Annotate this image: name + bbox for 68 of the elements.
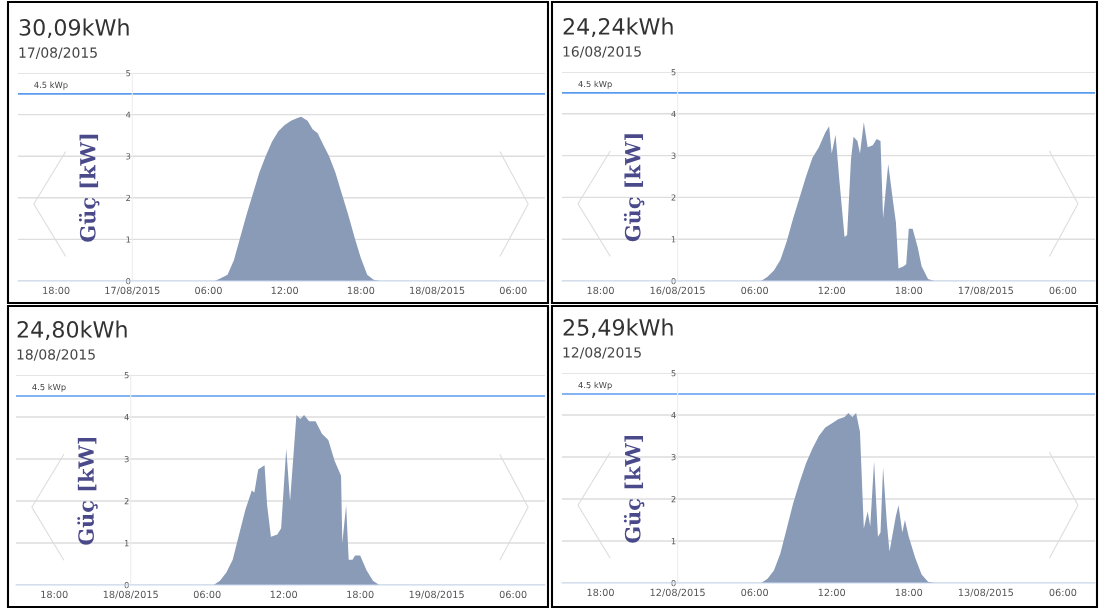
y-tick-label: 0 <box>126 277 131 285</box>
x-tick-label: 12:00 <box>818 286 846 295</box>
chart-subtitle: 12/08/2015 <box>563 347 641 359</box>
x-tick-label: 13/08/2015 <box>958 588 1013 597</box>
y-tick-label: 2 <box>124 497 129 505</box>
y-tick-label: 5 <box>124 372 129 379</box>
x-tick-label: 06:00 <box>499 590 527 599</box>
chart-title: 24,80kWh <box>17 320 127 341</box>
y-tick-label: 2 <box>671 495 676 503</box>
x-tick-label: 06:00 <box>741 286 769 295</box>
x-tick-label: 18:00 <box>895 286 923 295</box>
ref-line-label: 4.5 kWp <box>578 80 612 89</box>
y-tick-label: 3 <box>671 152 676 159</box>
y-tick-label: 0 <box>671 277 676 285</box>
chart-subtitle: 16/08/2015 <box>563 46 641 58</box>
x-tick-label: 19/08/2015 <box>409 590 464 599</box>
x-tick-label: 17/08/2015 <box>105 286 160 295</box>
x-tick-label: 18:00 <box>43 286 70 295</box>
y-tick-label: 1 <box>126 236 131 243</box>
x-tick-label: 06:00 <box>1049 588 1077 597</box>
x-tick-label: 06:00 <box>1049 286 1077 295</box>
y-tick-label: 3 <box>126 153 131 160</box>
chart-title: 24,24kWh <box>563 17 673 38</box>
chart-subtitle: 17/08/2015 <box>19 47 97 59</box>
y-tick-label: 1 <box>671 236 676 243</box>
y-tick-label: 0 <box>124 581 129 589</box>
x-tick-label: 06:00 <box>195 286 222 295</box>
x-tick-label: 18:00 <box>347 286 375 295</box>
chart-title: 30,09kWh <box>19 18 129 39</box>
ref-line-label: 4.5 kWp <box>32 383 66 392</box>
y-tick-label: 4 <box>671 110 676 117</box>
y-tick-label: 1 <box>671 538 676 545</box>
ref-line-label: 4.5 kWp <box>578 381 612 390</box>
y-axis-title: Güç [kW] <box>623 435 645 543</box>
x-tick-label: 18:00 <box>41 590 68 599</box>
y-tick-label: 5 <box>126 70 131 77</box>
x-tick-label: 18:00 <box>587 588 614 597</box>
y-tick-label: 3 <box>671 453 676 461</box>
y-tick-label: 5 <box>671 69 676 76</box>
chart-title: 25,49kWh <box>563 318 673 339</box>
x-tick-label: 06:00 <box>193 590 221 599</box>
x-tick-label: 18:00 <box>347 590 374 599</box>
y-axis-title: Güç [kW] <box>77 437 98 545</box>
x-tick-label: 18/08/2015 <box>103 590 158 599</box>
y-tick-label: 1 <box>124 540 129 547</box>
x-tick-label: 18:00 <box>895 588 923 597</box>
x-tick-label: 17/08/2015 <box>958 286 1013 295</box>
ref-line-label: 4.5 kWp <box>34 81 68 90</box>
x-tick-label: 12:00 <box>270 590 298 599</box>
y-axis-title: Güç [kW] <box>623 134 645 242</box>
x-tick-label: 12:00 <box>271 286 299 295</box>
y-tick-label: 4 <box>126 111 131 118</box>
y-tick-label: 4 <box>671 412 676 419</box>
y-tick-label: 5 <box>671 370 676 377</box>
x-tick-label: 06:00 <box>499 286 527 295</box>
x-tick-label: 18:00 <box>587 286 614 295</box>
x-tick-label: 12:00 <box>818 588 846 597</box>
y-tick-label: 0 <box>671 579 676 587</box>
chart-subtitle: 18/08/2015 <box>17 349 95 361</box>
x-tick-label: 18/08/2015 <box>410 286 465 295</box>
x-tick-label: 12/08/2015 <box>650 588 705 597</box>
y-axis-title: Güç [kW] <box>78 134 100 242</box>
y-tick-label: 3 <box>124 455 129 463</box>
x-tick-label: 16/08/2015 <box>650 286 705 295</box>
y-tick-label: 2 <box>671 194 676 201</box>
y-tick-label: 4 <box>124 414 129 421</box>
y-tick-label: 2 <box>126 194 131 201</box>
x-tick-label: 06:00 <box>741 588 769 597</box>
